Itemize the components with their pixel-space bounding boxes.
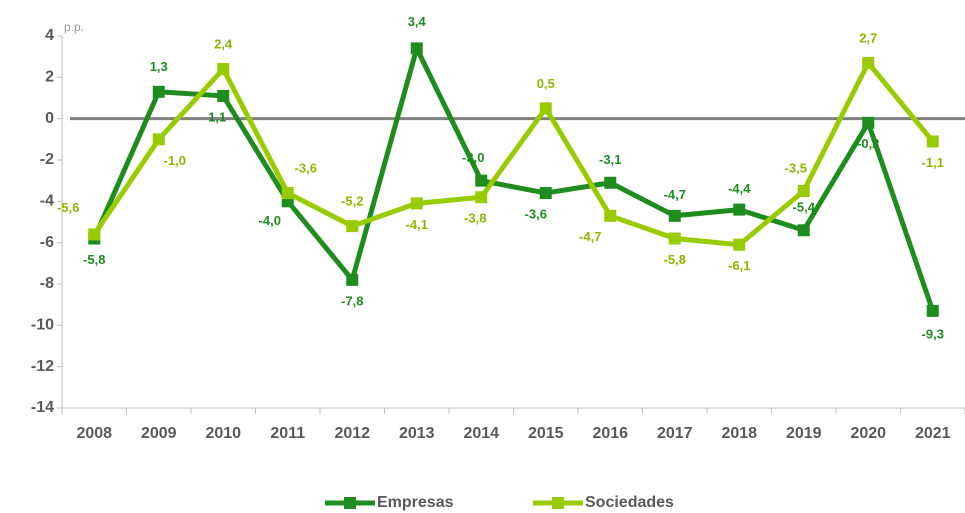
data-label: 0,5 xyxy=(537,76,555,91)
y-tick-label: -10 xyxy=(31,317,54,334)
x-tick-label: 2018 xyxy=(721,425,757,442)
legend-marker xyxy=(344,497,356,509)
data-label: 2,4 xyxy=(214,37,233,52)
data-label: 1,3 xyxy=(150,59,168,74)
marker xyxy=(733,203,746,216)
data-label: -3,6 xyxy=(295,161,317,176)
data-label: -1,1 xyxy=(922,155,944,170)
series-line xyxy=(92,60,935,248)
marker xyxy=(88,228,101,241)
data-label: -4,7 xyxy=(664,187,686,202)
marker xyxy=(862,56,875,69)
y-tick-label: 0 xyxy=(45,110,54,127)
x-tick-label: 2008 xyxy=(76,425,112,442)
data-label: -0,2 xyxy=(857,136,879,151)
marker xyxy=(346,273,359,286)
legend-label: Empresas xyxy=(377,494,454,511)
marker xyxy=(797,185,810,197)
series-line xyxy=(91,45,936,312)
x-tick-label: 2017 xyxy=(657,425,693,442)
marker xyxy=(604,209,617,222)
marker xyxy=(475,191,488,204)
marker xyxy=(410,197,423,210)
data-label: -3,6 xyxy=(525,207,547,222)
marker xyxy=(281,187,294,200)
marker xyxy=(152,133,165,146)
data-label: -5,8 xyxy=(664,252,686,267)
data-label: -3,0 xyxy=(462,150,484,165)
marker xyxy=(475,174,488,187)
legend-marker xyxy=(552,497,564,509)
marker xyxy=(217,89,230,102)
data-label: -9,3 xyxy=(922,326,944,341)
marker xyxy=(410,42,423,55)
y-tick-label: -4 xyxy=(40,193,54,210)
data-label: -5,6 xyxy=(57,200,79,215)
marker xyxy=(926,135,939,148)
marker xyxy=(862,116,875,129)
data-label: -3,5 xyxy=(785,160,807,175)
data-label: -5,4 xyxy=(793,200,816,215)
marker xyxy=(539,102,552,115)
x-tick-label: 2011 xyxy=(270,425,305,442)
x-tick-label: 2016 xyxy=(592,425,628,442)
y-tick-label: -8 xyxy=(40,275,54,292)
x-tick-label: 2019 xyxy=(786,425,822,442)
marker xyxy=(926,304,939,317)
y-tick-label: 2 xyxy=(45,69,54,86)
data-label: -4,4 xyxy=(728,181,751,196)
data-label: 2,7 xyxy=(859,30,877,45)
data-label: -5,8 xyxy=(83,252,105,267)
marker xyxy=(152,85,165,98)
x-tick-label: 2020 xyxy=(850,425,886,442)
data-label: -5,2 xyxy=(341,194,363,209)
y-tick-label: 4 xyxy=(45,27,54,44)
marker xyxy=(797,224,810,237)
data-label: -4,0 xyxy=(259,213,281,228)
data-label: -4,1 xyxy=(406,217,428,232)
data-label: -1,0 xyxy=(164,153,186,168)
marker xyxy=(604,176,617,189)
data-label: -7,8 xyxy=(341,293,363,308)
marker xyxy=(733,238,746,251)
x-tick-label: 2014 xyxy=(463,425,499,442)
x-tick-label: 2010 xyxy=(205,425,241,442)
marker xyxy=(346,220,359,233)
legend-label: Sociedades xyxy=(585,494,674,511)
data-label: 3,4 xyxy=(408,14,427,29)
x-tick-label: 2021 xyxy=(915,425,951,442)
y-tick-label: -2 xyxy=(40,151,54,168)
marker xyxy=(668,209,681,222)
y-unit: p.p. xyxy=(64,20,84,34)
y-tick-label: -14 xyxy=(31,399,54,416)
marker xyxy=(217,63,230,76)
data-label: -4,7 xyxy=(579,229,601,244)
y-tick-label: -12 xyxy=(31,358,54,375)
data-label: -6,1 xyxy=(728,258,750,273)
data-label: -3,8 xyxy=(464,211,486,226)
marker xyxy=(539,187,552,200)
data-label: 1,1 xyxy=(208,109,226,124)
data-label: -3,1 xyxy=(599,152,621,167)
x-tick-label: 2012 xyxy=(334,425,370,442)
y-tick-label: -6 xyxy=(40,234,54,251)
x-tick-label: 2015 xyxy=(528,425,564,442)
x-tick-label: 2013 xyxy=(399,425,435,442)
marker xyxy=(668,232,681,245)
x-tick-label: 2009 xyxy=(141,425,177,442)
